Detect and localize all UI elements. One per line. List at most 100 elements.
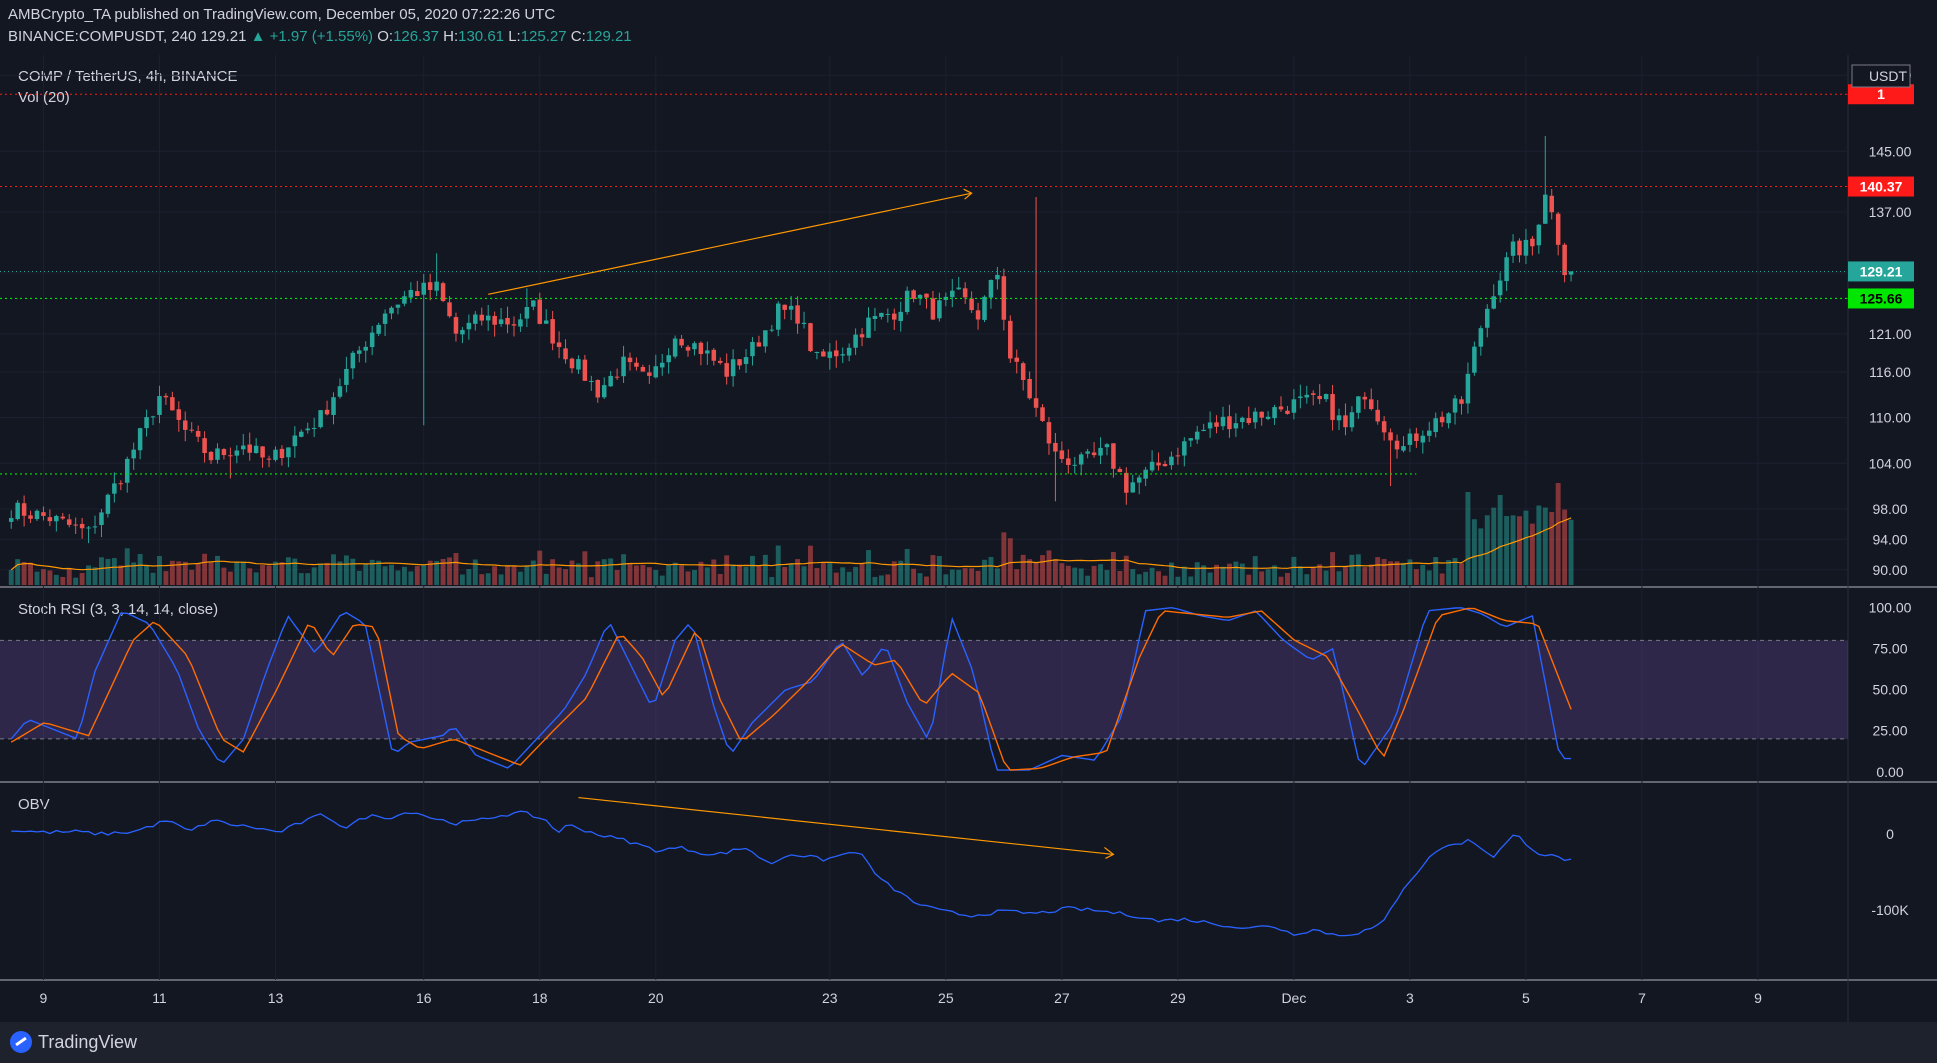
close-label: C: [570, 28, 586, 45]
price-badge-label: 140.37 [1860, 179, 1903, 195]
candle-body [54, 515, 59, 522]
candle-body [821, 351, 826, 357]
volume-bar [846, 571, 852, 585]
candle-body [995, 274, 1000, 280]
candle-body [1349, 412, 1355, 428]
price-trendline [488, 192, 972, 295]
candle-body [859, 334, 865, 338]
volume-bar [1433, 557, 1439, 585]
candle-body [1478, 328, 1484, 347]
candle-body [337, 386, 343, 397]
candles-layer [8, 136, 1574, 544]
volume-bar [633, 565, 639, 585]
volume-bar [21, 561, 27, 585]
candle-body [92, 526, 98, 528]
volume-bar [1130, 569, 1136, 585]
volume-bar [833, 572, 839, 585]
candle-body [640, 367, 646, 372]
candle-body [756, 342, 762, 347]
stoch-k-line [10, 606, 1572, 771]
volume-bar [917, 573, 923, 585]
volume-bar [92, 567, 98, 585]
volume-bar [1078, 568, 1084, 585]
candle-body [1510, 241, 1516, 256]
volume-bar [389, 564, 394, 585]
volume-bar [936, 555, 942, 585]
volume-bar [1220, 566, 1226, 585]
candle-body [1459, 399, 1464, 404]
candle-body [717, 360, 723, 363]
volume-bar [118, 565, 124, 585]
volume-bar [427, 560, 433, 585]
candle-body [614, 376, 620, 378]
volume-bar [1517, 516, 1522, 585]
volume-bar [1149, 567, 1155, 585]
candle-body [28, 515, 33, 519]
volume-bar [208, 561, 214, 585]
volume-bar [762, 554, 768, 585]
volume-bar [1014, 569, 1020, 585]
candle-body [872, 315, 878, 319]
time-tick-label: 27 [1054, 990, 1070, 1006]
chart-canvas[interactable]: COMP / TetherUS, 4h, BINANCE Vol (20) St… [0, 0, 1937, 1022]
candle-body [1001, 276, 1007, 320]
candle-body [1343, 415, 1348, 428]
volume-bar [1027, 559, 1033, 585]
volume-ma-line [10, 517, 1572, 571]
volume-bar [717, 574, 723, 585]
tradingview-logo[interactable]: TradingView [10, 1031, 137, 1053]
candle-body [124, 458, 130, 483]
candle-body [537, 299, 543, 324]
volume-bar [943, 574, 949, 585]
candle-body [917, 294, 923, 299]
volume-bar [1143, 571, 1149, 585]
volume-bar [343, 555, 349, 585]
volume-bar [195, 563, 201, 585]
candle-body [1182, 441, 1187, 456]
candle-body [170, 397, 175, 411]
volume-bar [376, 560, 382, 585]
volume-bar [1297, 566, 1303, 585]
candle-body [485, 315, 491, 321]
obv-trendline [578, 796, 1114, 856]
candle-body [801, 322, 807, 324]
candle-body [969, 298, 974, 311]
volume-bar [1020, 554, 1026, 585]
volume-bar [994, 568, 1000, 585]
volume-bar [1523, 510, 1529, 585]
price-badge [1848, 261, 1914, 282]
candle-body [1136, 477, 1142, 483]
volume-bar [1233, 561, 1239, 585]
candle-body [975, 310, 981, 320]
volume-bar [401, 566, 407, 585]
candle-body [543, 320, 549, 324]
time-tick-label: Dec [1281, 990, 1306, 1006]
candle-body [266, 458, 272, 460]
candle-body [105, 494, 111, 514]
volume-bar [1323, 570, 1329, 585]
volume-bar [1484, 515, 1490, 585]
candle-body [679, 338, 684, 346]
volume-bar [1562, 509, 1568, 585]
volume-bar [202, 553, 208, 585]
candle-body [846, 347, 852, 356]
volume-bar [28, 562, 34, 585]
candle-body [1252, 411, 1258, 423]
candle-body [627, 357, 633, 363]
volume-bar [79, 573, 85, 585]
candle-body [904, 290, 910, 313]
volume-bar [659, 575, 665, 585]
time-tick-label: 9 [1754, 990, 1762, 1006]
candle-body [447, 302, 452, 317]
symbol-name: BINANCE:COMPUSDT, 240 [8, 28, 197, 45]
volume-bar [247, 568, 253, 585]
price-trendline-arrowhead [963, 188, 973, 200]
volume-bar [15, 559, 21, 585]
stoch-tick-label: 100.00 [1869, 600, 1912, 616]
price-badge-label: 1 [1877, 86, 1885, 102]
volume-bar [86, 565, 92, 585]
candle-body [402, 296, 407, 304]
candle-body [653, 366, 659, 378]
candle-body [724, 363, 729, 377]
volume-bar [724, 555, 730, 585]
